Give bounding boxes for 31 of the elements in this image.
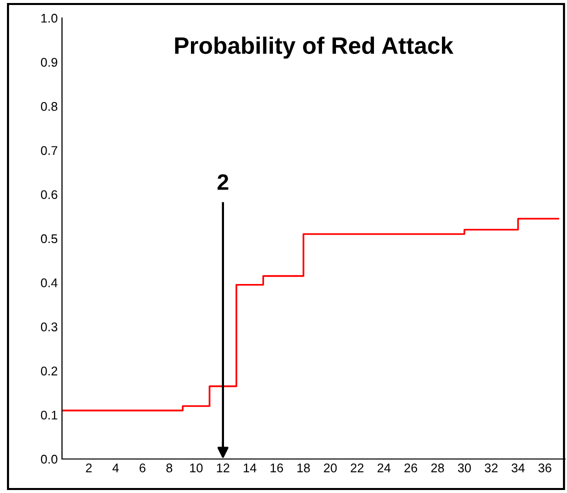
x-tick-label: 34 (512, 463, 525, 472)
y-tick-label: 1.0 (41, 14, 58, 23)
text: Probability of Red Attack (175, 36, 454, 59)
x-tick-label: 26 (404, 463, 418, 472)
x-tick-label: 24 (378, 463, 391, 472)
x-tick-label: 36 (538, 463, 552, 472)
y-tick-label: 0.2 (40, 366, 58, 376)
annotation: 2 (218, 174, 228, 190)
x-tick-label: 32 (484, 463, 498, 472)
y-tick-label: 0.4 (40, 278, 58, 288)
y-tick-label: 0.3 (40, 322, 58, 332)
x-tick-label: 14 (244, 464, 256, 472)
y-tick-label: 0.0 (40, 454, 58, 464)
y-tick-label: 0.7 (40, 146, 58, 155)
x-tick-label: 12 (216, 463, 230, 472)
y-tick-label: 0.1 (40, 410, 58, 420)
x-tick-label: 2 (86, 463, 92, 472)
x-tick-label: 18 (297, 463, 310, 472)
y-tick-label: 0.8 (40, 102, 58, 111)
x-tick-label: 30 (458, 463, 471, 472)
x-tick-label: 20 (324, 463, 337, 472)
y-tick-label: 0.9 (40, 58, 58, 67)
x-tick-label: 8 (166, 463, 172, 472)
x-tick-label: 10 (190, 463, 203, 472)
x-tick-label: 28 (431, 463, 444, 472)
y-tick-label: 0.6 (40, 190, 58, 200)
x-tick-label: 6 (140, 463, 146, 472)
x-tick-label: 4 (112, 464, 119, 472)
x-tick-label: 16 (270, 463, 284, 472)
x-tick-label: 22 (350, 463, 364, 472)
y-tick-label: 0.5 (40, 234, 58, 244)
